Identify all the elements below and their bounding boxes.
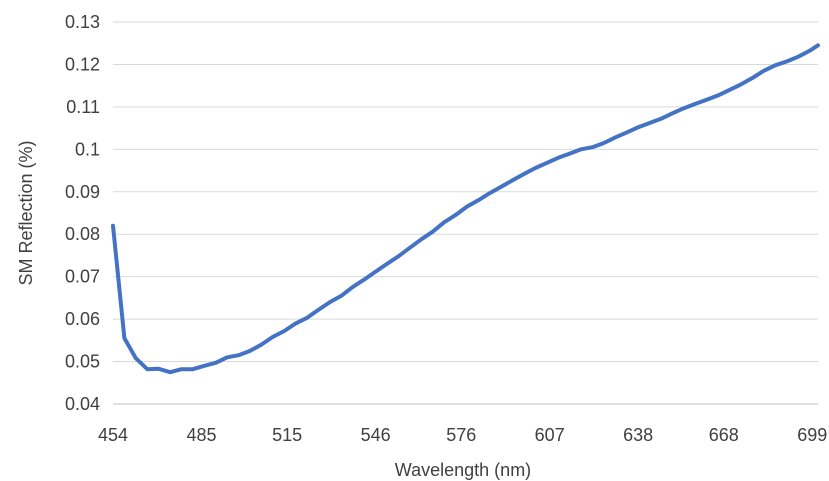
gridlines [113,22,818,404]
x-axis-tick-labels: 454 485 515 546 576 607 638 668 699 [98,425,827,445]
series-line [113,45,818,372]
x-axis-title: Wavelength (nm) [395,460,531,480]
x-tick-label: 576 [446,425,476,445]
series-group [113,45,818,372]
y-tick-label: 0.12 [65,54,100,74]
y-tick-label: 0.09 [65,182,100,202]
y-tick-label: 0.1 [75,139,100,159]
x-tick-label: 515 [272,425,302,445]
y-tick-label: 0.05 [65,352,100,372]
y-tick-label: 0.04 [65,394,100,414]
x-tick-label: 638 [623,425,653,445]
y-tick-label: 0.13 [65,12,100,32]
x-tick-label: 607 [535,425,565,445]
x-tick-label: 699 [797,425,827,445]
y-tick-label: 0.11 [66,97,100,117]
x-tick-label: 546 [361,425,391,445]
y-axis-title: SM Reflection (%) [16,140,36,285]
x-tick-label: 668 [709,425,739,445]
x-tick-label: 485 [186,425,216,445]
y-tick-label: 0.07 [65,267,100,287]
x-tick-label: 454 [98,425,128,445]
y-tick-label: 0.08 [65,224,100,244]
y-tick-label: 0.06 [65,309,100,329]
y-axis-tick-labels: 0.04 0.05 0.06 0.07 0.08 0.09 0.1 0.11 0.12 0.13 [65,12,100,414]
